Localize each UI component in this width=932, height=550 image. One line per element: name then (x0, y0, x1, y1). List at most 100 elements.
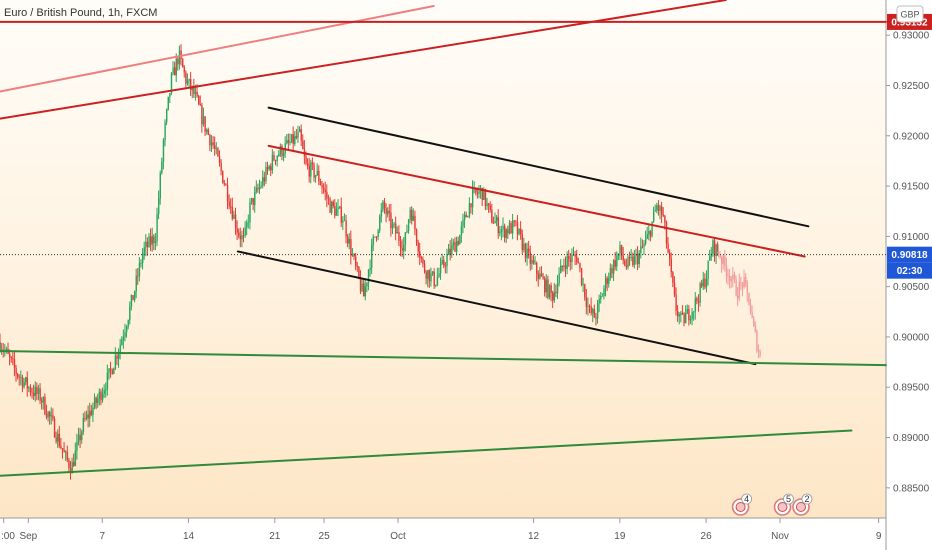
candle-body (140, 262, 142, 264)
candle-body (68, 459, 70, 468)
candle-body (741, 282, 744, 288)
candle-body (444, 265, 447, 267)
candle-body (515, 221, 517, 223)
candle-body (274, 160, 277, 161)
channel-upper-line[interactable] (267, 106, 810, 228)
channel-lower-line[interactable] (236, 250, 757, 366)
candle-body (327, 198, 330, 200)
candle-body (534, 262, 536, 264)
candle-body (576, 256, 578, 262)
candle-body (45, 413, 48, 418)
candle-body (536, 262, 538, 274)
resistance-price-label: 0.93132 (891, 17, 928, 28)
candle-body (15, 367, 17, 375)
candle-body (749, 305, 752, 312)
candle-body (13, 359, 16, 368)
candle-body (111, 369, 113, 375)
candle-body (23, 381, 25, 388)
red-upper-trendline[interactable] (0, 0, 727, 120)
candle-body (298, 129, 301, 132)
candle-body (146, 241, 149, 248)
candle-body (183, 67, 186, 73)
candle-body (65, 451, 67, 453)
candle-body (707, 260, 709, 279)
candle-body (204, 116, 206, 132)
candle-body (84, 418, 86, 419)
candle-body (492, 222, 495, 224)
red-channel-midline[interactable] (267, 144, 806, 258)
candle-body (433, 271, 435, 286)
candle-body (719, 254, 721, 258)
candle-body (609, 267, 612, 278)
candle-body (36, 387, 38, 394)
candle-body (680, 312, 682, 315)
candle-body (249, 202, 251, 223)
candle-body (620, 245, 623, 256)
candle-body (109, 368, 112, 370)
price-series (0, 44, 761, 480)
pink-upper-trendline[interactable] (0, 5, 435, 93)
candle-body (164, 122, 166, 141)
time-axis-ticks: :00 Sep 7 14 21 25 Oct 12 19 26 Nov 9 (1, 518, 882, 542)
candle-body (90, 410, 93, 416)
green-support-lower[interactable] (0, 429, 853, 477)
candle-body (53, 418, 56, 438)
candle-body (177, 58, 179, 65)
candle-body (746, 282, 749, 293)
candle-body (372, 236, 375, 245)
candle-body (157, 198, 160, 215)
candle-body (661, 206, 663, 215)
candle-body (130, 295, 133, 307)
candle-body (510, 223, 512, 234)
candle-body (156, 214, 158, 242)
candle-body (555, 291, 557, 294)
candle-body (313, 164, 315, 178)
candle-body (657, 205, 660, 211)
candle-body (21, 377, 24, 388)
candle-body (329, 199, 331, 213)
candle-body (648, 231, 650, 235)
candle-body (425, 271, 427, 279)
candle-body (254, 191, 256, 206)
candle-body (239, 235, 242, 240)
candle-body (729, 275, 731, 282)
candle-body (592, 309, 594, 314)
candle-body (119, 344, 121, 353)
x-tick-label: 9 (876, 531, 882, 542)
candle-body (350, 239, 352, 256)
y-tick-label: 0.89000 (893, 433, 930, 444)
candle-body (740, 281, 742, 283)
event-count-bubble (783, 493, 794, 505)
candle-body (260, 185, 262, 187)
candle-body (103, 390, 105, 395)
candle-body (28, 387, 30, 389)
candle-body (412, 215, 415, 221)
candle-body (669, 252, 671, 259)
candle-body (290, 134, 293, 143)
currency-badge-box[interactable] (896, 5, 924, 23)
event-marker-inner (795, 502, 806, 512)
candle-body (430, 273, 432, 282)
candle-body (587, 306, 589, 307)
candle-body (486, 203, 488, 207)
event-markers: 4 5 2 (731, 493, 813, 516)
candle-body (77, 434, 80, 442)
candle-body (375, 236, 378, 238)
candle-body (345, 220, 347, 237)
candle-body (428, 270, 431, 282)
candle-body (439, 263, 442, 274)
candle-body (300, 129, 302, 141)
candle-body (236, 228, 238, 233)
candle-body (431, 271, 434, 274)
candle-body (683, 313, 685, 324)
candle-body (638, 252, 640, 265)
candle-body (611, 267, 613, 274)
candle-body (324, 189, 326, 192)
candle-body (371, 244, 373, 268)
candle-body (732, 274, 734, 280)
candle-body (414, 215, 416, 230)
countdown-label: 02:30 (897, 266, 923, 277)
candle-body (143, 247, 145, 254)
green-support-upper[interactable] (0, 350, 887, 367)
